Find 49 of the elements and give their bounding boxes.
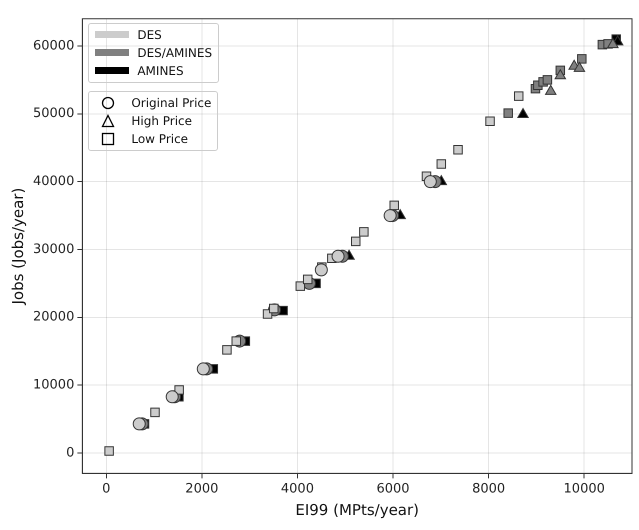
point — [424, 175, 437, 188]
y-tick-label: 30000 — [32, 242, 74, 257]
point — [384, 209, 397, 222]
point — [574, 62, 586, 72]
point — [359, 227, 369, 237]
y-axis-title: Jobs (Jobs/year) — [8, 188, 27, 306]
point — [485, 116, 495, 126]
x-axis-title: EI99 (MPts/year) — [295, 500, 420, 519]
point — [332, 250, 345, 263]
point — [196, 362, 210, 376]
x-tick-label: 10000 — [564, 482, 605, 497]
annotation: Low Price — [131, 130, 188, 148]
point — [104, 446, 114, 456]
point — [150, 408, 160, 418]
point — [314, 263, 328, 276]
x-tick-label: 0 — [102, 482, 110, 497]
legend-label: AMINES — [137, 62, 184, 80]
point — [503, 108, 513, 118]
annotation: Original Price — [131, 94, 212, 112]
point — [222, 345, 232, 355]
y-tick-label: 50000 — [32, 106, 74, 122]
point — [607, 38, 619, 48]
point — [174, 385, 184, 395]
point — [351, 236, 360, 246]
legend-label: DES — [137, 26, 162, 44]
point — [453, 145, 463, 154]
point — [514, 91, 524, 101]
point — [545, 84, 556, 95]
x-tick-label: 6000 — [376, 482, 410, 497]
y-tick-label: 10000 — [32, 378, 74, 393]
annotation: High Price — [131, 112, 192, 130]
point — [132, 417, 146, 430]
x-tick-label: 2000 — [185, 482, 218, 497]
point — [577, 54, 587, 64]
legend-label: DES/AMINES — [137, 44, 212, 62]
point — [166, 390, 179, 404]
y-tick-label: 40000 — [32, 174, 74, 190]
y-tick-label: 0 — [66, 445, 74, 460]
point — [542, 75, 552, 85]
point — [296, 281, 306, 291]
point — [436, 159, 446, 169]
point — [517, 108, 529, 118]
point — [389, 200, 399, 210]
point — [302, 274, 312, 284]
point — [554, 69, 566, 80]
y-tick-label: 20000 — [32, 310, 74, 325]
x-tick-label: 8000 — [472, 482, 506, 497]
y-tick-label: 60000 — [32, 38, 74, 54]
x-tick-label: 4000 — [280, 482, 314, 497]
